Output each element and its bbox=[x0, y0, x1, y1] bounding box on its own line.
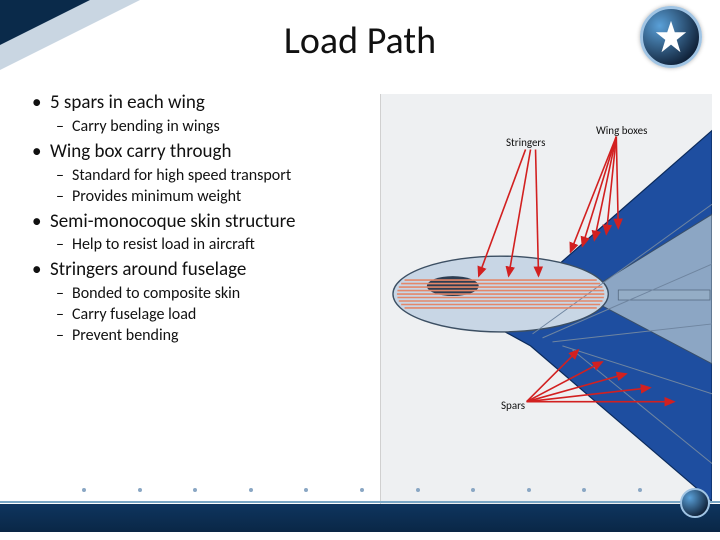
aircraft-svg bbox=[381, 94, 712, 510]
label-stringers: Stringers bbox=[506, 136, 545, 149]
bullet-list: 5 spars in each wingCarry bending in win… bbox=[32, 88, 362, 347]
dot bbox=[471, 488, 475, 492]
slide: Load Path 5 spars in each wingCarry bend… bbox=[0, 0, 720, 540]
footer-logo-icon bbox=[680, 488, 710, 518]
bullet-level-2: Standard for high speed transport bbox=[56, 166, 362, 186]
footer-rule bbox=[0, 501, 720, 503]
decorative-dots bbox=[82, 488, 642, 492]
bullet-level-2: Prevent bending bbox=[56, 326, 362, 346]
bullet-level-2: Bonded to composite skin bbox=[56, 284, 362, 304]
dot bbox=[416, 488, 420, 492]
dot bbox=[638, 488, 642, 492]
footer-bar bbox=[0, 504, 720, 532]
bullet-level-2: Carry fuselage load bbox=[56, 305, 362, 325]
bullet-level-2: Carry bending in wings bbox=[56, 117, 362, 137]
bullet-level-2: Provides minimum weight bbox=[56, 187, 362, 207]
dot bbox=[82, 488, 86, 492]
dot bbox=[582, 488, 586, 492]
dot bbox=[193, 488, 197, 492]
bullet-level-1: Semi-monocoque skin structure bbox=[32, 210, 362, 234]
dot bbox=[304, 488, 308, 492]
bullet-level-1: Wing box carry through bbox=[32, 140, 362, 164]
bullet-level-1: 5 spars in each wing bbox=[32, 91, 362, 115]
aircraft-diagram: Stringers Wing boxes Spars bbox=[380, 94, 712, 510]
label-spars: Spars bbox=[501, 399, 525, 412]
bullet-level-2: Help to resist load in aircraft bbox=[56, 235, 362, 255]
bullet-level-1: Stringers around fuselage bbox=[32, 258, 362, 282]
dot bbox=[249, 488, 253, 492]
dot bbox=[360, 488, 364, 492]
dot bbox=[527, 488, 531, 492]
slide-title: Load Path bbox=[0, 18, 720, 64]
label-wingboxes: Wing boxes bbox=[596, 124, 647, 137]
dot bbox=[138, 488, 142, 492]
